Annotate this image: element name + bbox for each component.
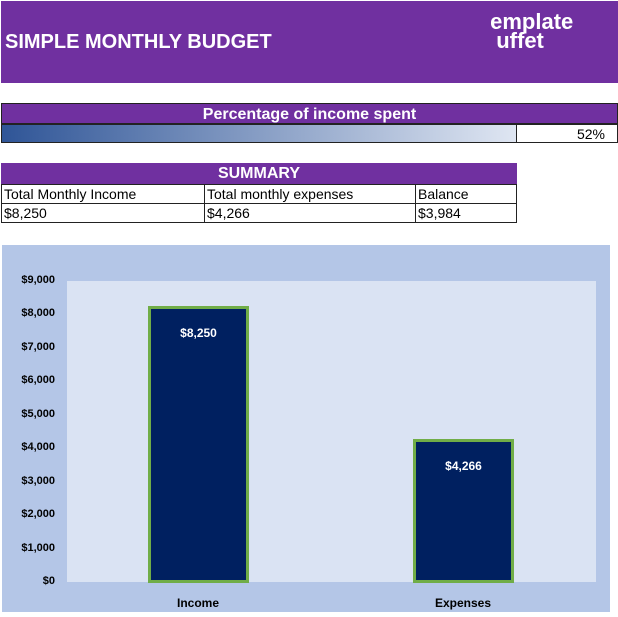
percentage-value[interactable]: 52%: [516, 124, 618, 143]
header-balance[interactable]: Balance: [415, 184, 517, 204]
header-expenses[interactable]: Total monthly expenses: [204, 184, 416, 204]
y-tick-label: $1,000: [21, 541, 55, 554]
y-tick-label: $5,000: [21, 407, 55, 420]
summary-table: Total Monthly Income Total monthly expen…: [1, 184, 517, 223]
header-banner: [1, 1, 618, 83]
y-tick-label: $8,000: [21, 307, 55, 320]
percentage-data-bar: [1, 124, 517, 143]
y-tick-label: $7,000: [21, 340, 55, 353]
x-category-label: Income: [176, 596, 219, 610]
header-income[interactable]: Total Monthly Income: [1, 184, 205, 204]
y-tick-label: $2,000: [21, 508, 55, 521]
value-expenses[interactable]: $4,266: [204, 203, 416, 223]
value-income[interactable]: $8,250: [1, 203, 205, 223]
data-label: $8,250: [180, 326, 217, 341]
percentage-header: Percentage of income spent: [1, 103, 618, 124]
plot-area: [67, 281, 596, 582]
logo: emplate uffet: [484, 9, 574, 53]
y-tick-label: $6,000: [21, 374, 55, 387]
y-tick-label: $0: [42, 575, 55, 587]
y-tick-label: $3,000: [21, 474, 55, 487]
summary-header: SUMMARY: [1, 163, 517, 184]
data-label: $4,266: [445, 459, 482, 474]
bar-expenses[interactable]: [413, 439, 514, 583]
y-tick-label: $4,000: [21, 441, 55, 454]
bar-income[interactable]: [148, 306, 249, 583]
x-category-label: Expenses: [434, 596, 492, 610]
y-tick-label: $9,000: [21, 274, 55, 286]
page-title: SIMPLE MONTHLY BUDGET: [5, 31, 272, 53]
value-balance[interactable]: $3,984: [415, 203, 517, 223]
